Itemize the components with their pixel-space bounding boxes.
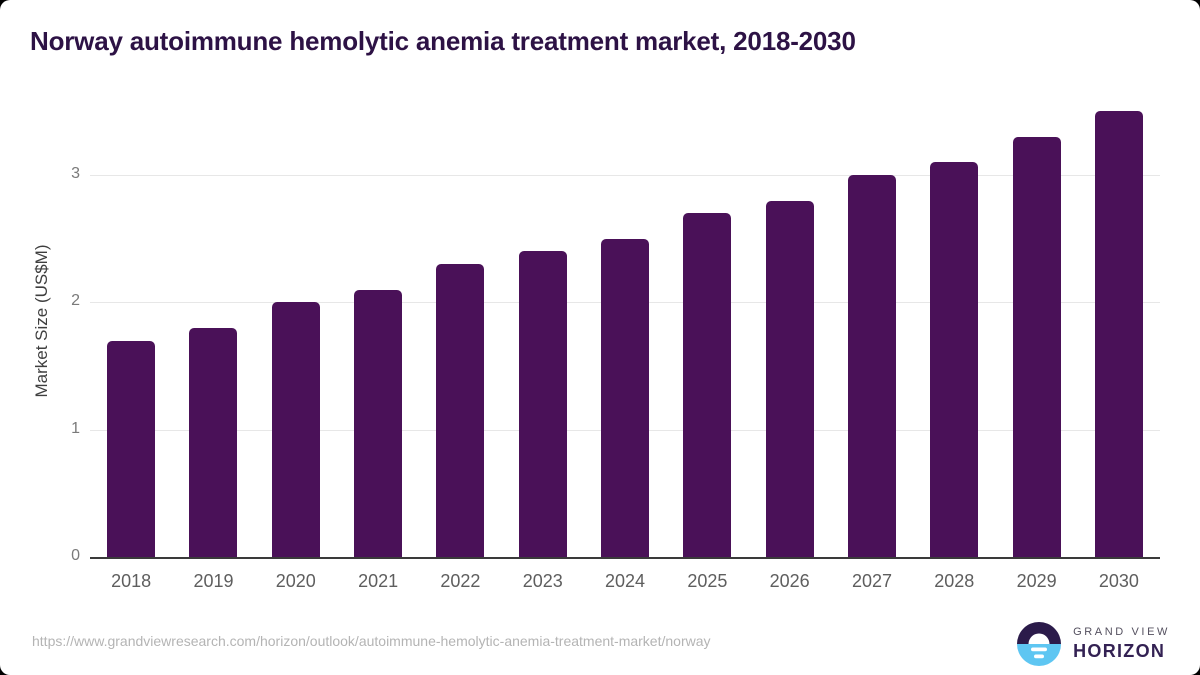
x-tick-label: 2019 xyxy=(193,571,234,591)
bar-2023[interactable] xyxy=(518,251,567,557)
bar-slot: 2018 xyxy=(90,97,172,591)
bar-slot: 2023 xyxy=(502,97,584,591)
x-tick-label: 2021 xyxy=(358,571,399,591)
bar-slot: 2022 xyxy=(419,97,501,591)
bar-slot: 2024 xyxy=(584,97,666,591)
bar-slot: 2029 xyxy=(995,97,1077,591)
bar-2029[interactable] xyxy=(1012,136,1061,557)
horizon-sun-icon xyxy=(1017,622,1062,666)
x-tick-label: 2028 xyxy=(934,571,975,591)
bar-2022[interactable] xyxy=(436,264,485,557)
x-tick-label: 2022 xyxy=(440,571,481,591)
bar-2027[interactable] xyxy=(847,175,896,557)
source-url: https://www.grandviewresearch.com/horizo… xyxy=(32,633,711,649)
x-tick-label: 2025 xyxy=(687,571,728,591)
bar-2019[interactable] xyxy=(189,327,238,557)
y-tick-label: 3 xyxy=(71,165,80,183)
bar-2020[interactable] xyxy=(271,302,320,557)
bar-2025[interactable] xyxy=(683,213,732,557)
bar-slot: 2030 xyxy=(1078,97,1160,591)
gridline xyxy=(90,175,1160,177)
bar-2026[interactable] xyxy=(765,200,814,557)
logo-line2: HORIZON xyxy=(1073,641,1166,661)
bar-slot: 2019 xyxy=(172,97,254,591)
bar-2030[interactable] xyxy=(1094,111,1143,557)
page-title: Norway autoimmune hemolytic anemia treat… xyxy=(30,26,856,56)
bar-slot: 2020 xyxy=(255,97,337,591)
x-tick-label: 2024 xyxy=(605,571,646,591)
x-tick-label: 2029 xyxy=(1016,571,1057,591)
bar-slot: 2021 xyxy=(337,97,419,591)
x-tick-label: 2023 xyxy=(522,571,563,591)
x-tick-label: 2026 xyxy=(769,571,810,591)
brand-logo: GRAND VIEW HORIZON xyxy=(1017,622,1170,666)
y-tick-label: 0 xyxy=(71,547,80,564)
bar-2021[interactable] xyxy=(354,289,403,557)
bars-row: 2018 2019 2020 2021 2022 2023 2024 2025 2026 2027… xyxy=(90,97,1160,591)
bar-slot: 2027 xyxy=(831,97,913,591)
bar-slot: 2028 xyxy=(913,97,995,591)
y-tick-label: 1 xyxy=(71,419,80,437)
x-tick-label: 2030 xyxy=(1098,571,1139,591)
bar-slot: 2026 xyxy=(749,97,831,591)
logo-text: GRAND VIEW HORIZON xyxy=(1073,626,1170,662)
bar-2018[interactable] xyxy=(107,340,156,557)
y-axis-title: Market Size (US$M) xyxy=(32,244,51,398)
bar-2024[interactable] xyxy=(601,238,650,557)
y-tick-label: 2 xyxy=(71,292,80,310)
x-tick-label: 2018 xyxy=(111,571,152,591)
bar-2028[interactable] xyxy=(930,162,979,557)
logo-line1: GRAND VIEW xyxy=(1073,626,1170,638)
x-tick-label: 2027 xyxy=(851,571,892,591)
plot-area: 2018 2019 2020 2021 2022 2023 2024 2025 2026 2027… xyxy=(71,97,1160,591)
bar-slot: 2025 xyxy=(666,97,748,591)
x-tick-label: 2020 xyxy=(275,571,316,591)
